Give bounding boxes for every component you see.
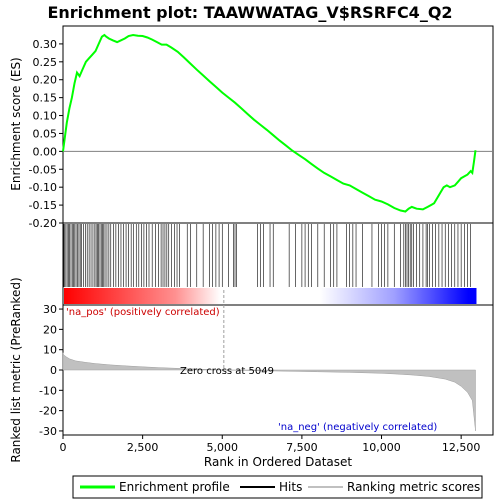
es-y-tick-label: -0.20 bbox=[29, 217, 57, 230]
es-y-tick-label: -0.05 bbox=[29, 163, 57, 176]
ranking-metric-area bbox=[62, 352, 476, 431]
metric-y-tick-label: 20 bbox=[43, 323, 57, 336]
es-y-tick-label: 0.30 bbox=[33, 38, 58, 51]
metric-y-tick-label: -30 bbox=[39, 425, 57, 438]
metric-y-axis: 30 20 10 0 -10 -20 -30 bbox=[39, 303, 63, 438]
metric-y-tick-label: 30 bbox=[43, 303, 57, 316]
legend-hits-label: Hits bbox=[279, 480, 302, 494]
metric-y-tick-label: 10 bbox=[43, 344, 57, 357]
pos-annotation: 'na_pos' (positively correlated) bbox=[66, 307, 220, 318]
metric-y-tick-label: 0 bbox=[50, 364, 57, 377]
chart-title: Enrichment plot: TAAWWATAG_V$RSRFC4_Q2 bbox=[47, 3, 452, 22]
legend-metric-label: Ranking metric scores bbox=[347, 480, 480, 494]
es-y-tick-label: 0.00 bbox=[33, 145, 58, 158]
metric-x-label: Rank in Ordered Dataset bbox=[204, 455, 352, 469]
hits-marks bbox=[63, 224, 472, 287]
es-y-tick-label: -0.15 bbox=[29, 199, 57, 212]
es-y-tick-label: 0.05 bbox=[33, 127, 58, 140]
legend-enrichment-label: Enrichment profile bbox=[119, 480, 230, 494]
metric-y-tick-label: -20 bbox=[39, 405, 57, 418]
es-y-tick-label: 0.25 bbox=[33, 56, 58, 69]
es-y-tick-label: 0.20 bbox=[33, 74, 58, 87]
legend-box bbox=[72, 475, 483, 499]
es-y-axis: 0.30 0.25 0.20 0.15 0.10 0.05 0.00 -0.05 -0.10 -0… bbox=[29, 38, 63, 230]
es-y-tick-label: 0.10 bbox=[33, 110, 58, 123]
metric-x-tick-label: 0 bbox=[60, 441, 67, 454]
metric-x-tick-label: 10,000 bbox=[362, 441, 401, 454]
es-panel-frame bbox=[62, 25, 494, 224]
es-y-label: Enrichment score (ES) bbox=[9, 57, 23, 190]
zero-cross-annotation: Zero cross at 5049 bbox=[180, 366, 274, 377]
heat-strip bbox=[64, 288, 477, 304]
ranking-heatmap-bar bbox=[64, 288, 477, 304]
metric-x-tick-label: 7,500 bbox=[286, 441, 318, 454]
metric-x-tick-label: 2,500 bbox=[127, 441, 159, 454]
enrichment-profile-line bbox=[62, 33, 477, 213]
es-y-tick-label: -0.10 bbox=[29, 181, 57, 194]
metric-y-tick-label: -10 bbox=[39, 384, 57, 397]
metric-x-tick-label: 12,500 bbox=[442, 441, 481, 454]
metric-x-axis: 0 2,500 5,000 7,500 10,000 12,500 bbox=[60, 435, 481, 454]
metric-x-tick-label: 5,000 bbox=[207, 441, 239, 454]
metric-y-label: Ranked list metric (PreRanked) bbox=[9, 277, 23, 462]
neg-annotation: 'na_neg' (negatively correlated) bbox=[278, 422, 437, 433]
es-y-tick-label: 0.15 bbox=[33, 92, 58, 105]
